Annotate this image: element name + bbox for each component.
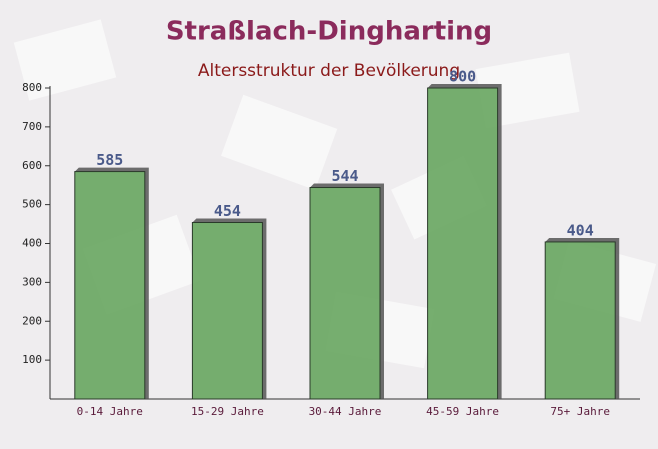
- y-tick-label: 300: [22, 275, 42, 288]
- y-tick-label: 600: [22, 159, 42, 172]
- bar: [309, 187, 381, 400]
- y-tick-label: 400: [22, 237, 42, 250]
- value-label: 800: [449, 68, 476, 86]
- value-label: 585: [96, 151, 123, 169]
- value-label: 544: [331, 167, 358, 185]
- x-tick-label: 30-44 Jahre: [309, 405, 382, 418]
- y-tick-label: 700: [22, 120, 42, 133]
- x-tick-label: 15-29 Jahre: [191, 405, 264, 418]
- bar: [74, 171, 146, 400]
- bar: [544, 241, 616, 400]
- x-tick-label: 0-14 Jahre: [77, 405, 143, 418]
- bar: [427, 87, 499, 400]
- value-label: 454: [214, 202, 241, 220]
- bar: [191, 222, 263, 400]
- chart-title: Straßlach-Dingharting: [166, 17, 492, 47]
- chart-subtitle: Altersstruktur der Bevölkerung: [198, 61, 460, 81]
- y-tick-label: 500: [22, 198, 42, 211]
- x-tick-label: 75+ Jahre: [550, 405, 610, 418]
- value-label: 404: [567, 221, 594, 239]
- y-tick-label: 800: [22, 81, 42, 94]
- x-tick-label: 45-59 Jahre: [426, 405, 499, 418]
- y-tick-label: 100: [22, 353, 42, 366]
- y-tick-label: 200: [22, 314, 42, 327]
